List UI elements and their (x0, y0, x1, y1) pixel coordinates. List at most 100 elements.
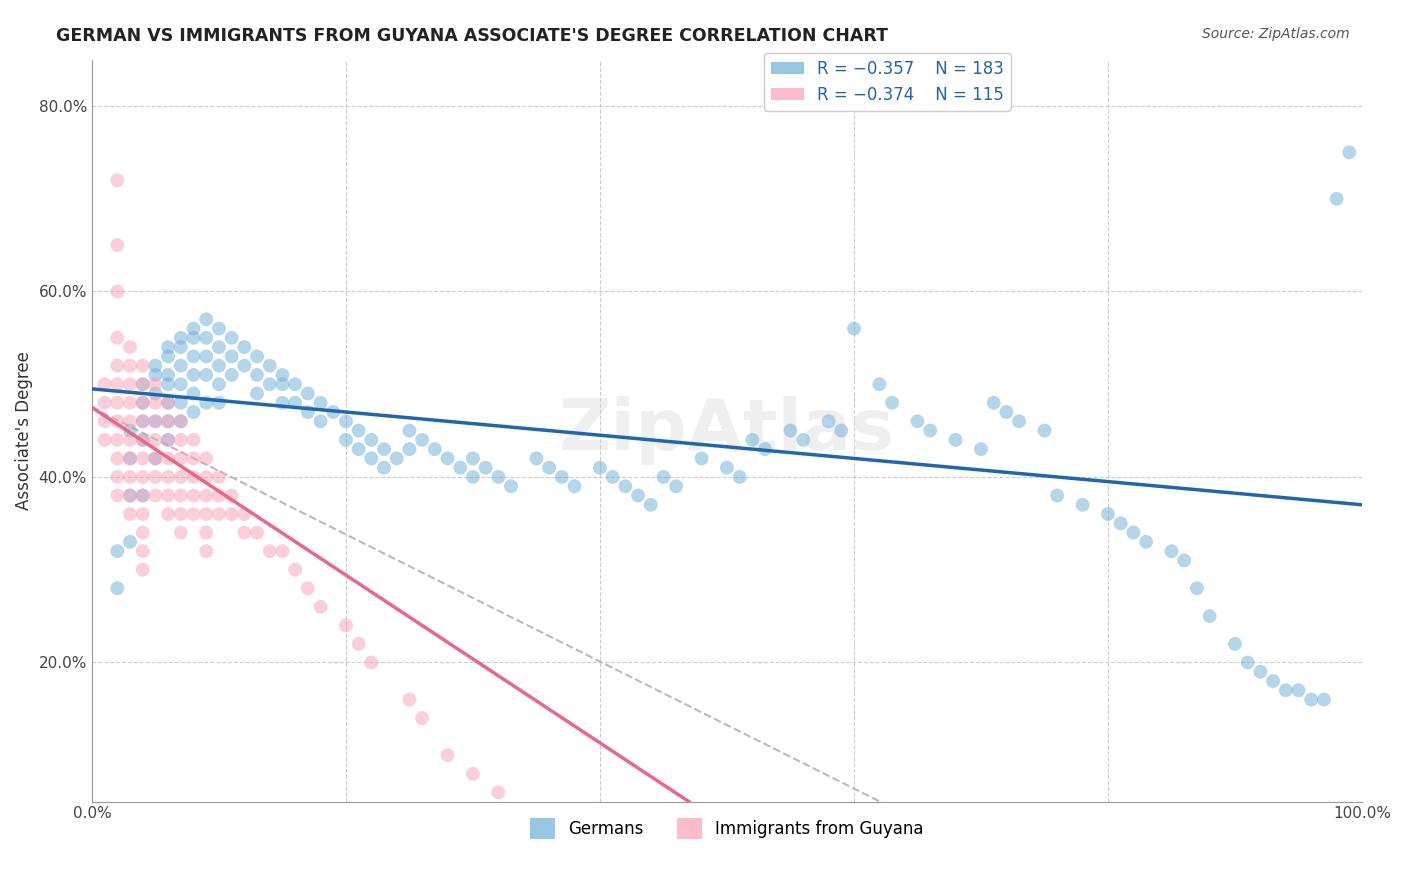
Germans (347, 442, 370, 457)
Germans (183, 321, 205, 335)
Germans (297, 386, 319, 401)
Germans (183, 405, 205, 419)
Germans (170, 377, 193, 392)
Germans (728, 470, 751, 484)
Immigrants from Guyana (170, 489, 193, 503)
Germans (132, 414, 155, 428)
Immigrants from Guyana (118, 507, 141, 521)
Germans (297, 405, 319, 419)
Immigrants from Guyana (183, 507, 205, 521)
Germans (271, 377, 294, 392)
Germans (208, 377, 231, 392)
Germans (118, 534, 141, 549)
Immigrants from Guyana (118, 470, 141, 484)
Germans (195, 368, 218, 382)
Germans (145, 414, 167, 428)
Germans (602, 470, 624, 484)
Immigrants from Guyana (183, 470, 205, 484)
Immigrants from Guyana (93, 433, 115, 447)
Immigrants from Guyana (105, 285, 128, 299)
Germans (259, 377, 281, 392)
Immigrants from Guyana (132, 563, 155, 577)
Immigrants from Guyana (132, 433, 155, 447)
Immigrants from Guyana (93, 396, 115, 410)
Immigrants from Guyana (157, 451, 180, 466)
Immigrants from Guyana (233, 507, 256, 521)
Germans (157, 414, 180, 428)
Germans (1326, 192, 1348, 206)
Germans (233, 359, 256, 373)
Germans (118, 424, 141, 438)
Germans (221, 368, 243, 382)
Germans (1236, 656, 1258, 670)
Immigrants from Guyana (145, 377, 167, 392)
Germans (1339, 145, 1361, 160)
Immigrants from Guyana (157, 433, 180, 447)
Immigrants from Guyana (233, 525, 256, 540)
Germans (145, 359, 167, 373)
Germans (183, 386, 205, 401)
Germans (983, 396, 1005, 410)
Immigrants from Guyana (145, 414, 167, 428)
Immigrants from Guyana (118, 451, 141, 466)
Germans (1097, 507, 1119, 521)
Germans (1313, 692, 1336, 706)
Germans (170, 396, 193, 410)
Germans (1008, 414, 1031, 428)
Immigrants from Guyana (513, 804, 536, 818)
Germans (436, 451, 458, 466)
Germans (474, 460, 496, 475)
Germans (741, 433, 763, 447)
Germans (271, 396, 294, 410)
Immigrants from Guyana (309, 599, 332, 614)
Y-axis label: Associate's Degree: Associate's Degree (15, 351, 32, 510)
Germans (170, 359, 193, 373)
Immigrants from Guyana (105, 414, 128, 428)
Germans (1046, 489, 1069, 503)
Germans (221, 331, 243, 345)
Germans (907, 414, 929, 428)
Immigrants from Guyana (105, 331, 128, 345)
Text: ZipAtlas: ZipAtlas (560, 396, 896, 465)
Immigrants from Guyana (195, 470, 218, 484)
Immigrants from Guyana (170, 414, 193, 428)
Germans (132, 396, 155, 410)
Immigrants from Guyana (538, 822, 561, 837)
Germans (385, 451, 408, 466)
Immigrants from Guyana (105, 489, 128, 503)
Germans (1071, 498, 1094, 512)
Germans (1135, 534, 1157, 549)
Germans (284, 377, 307, 392)
Immigrants from Guyana (208, 507, 231, 521)
Immigrants from Guyana (132, 451, 155, 466)
Immigrants from Guyana (118, 414, 141, 428)
Immigrants from Guyana (183, 489, 205, 503)
Germans (423, 442, 446, 457)
Immigrants from Guyana (132, 489, 155, 503)
Immigrants from Guyana (259, 544, 281, 558)
Germans (132, 489, 155, 503)
Germans (716, 460, 738, 475)
Immigrants from Guyana (486, 785, 509, 799)
Germans (246, 386, 269, 401)
Germans (640, 498, 662, 512)
Germans (1275, 683, 1298, 698)
Germans (208, 321, 231, 335)
Immigrants from Guyana (170, 451, 193, 466)
Germans (1173, 553, 1195, 567)
Germans (1301, 692, 1323, 706)
Immigrants from Guyana (183, 433, 205, 447)
Immigrants from Guyana (398, 692, 420, 706)
Germans (132, 433, 155, 447)
Germans (246, 368, 269, 382)
Immigrants from Guyana (118, 489, 141, 503)
Germans (1198, 609, 1220, 624)
Immigrants from Guyana (132, 377, 155, 392)
Immigrants from Guyana (132, 470, 155, 484)
Germans (1033, 424, 1056, 438)
Germans (945, 433, 967, 447)
Germans (842, 321, 865, 335)
Germans (411, 433, 433, 447)
Germans (868, 377, 890, 392)
Immigrants from Guyana (271, 544, 294, 558)
